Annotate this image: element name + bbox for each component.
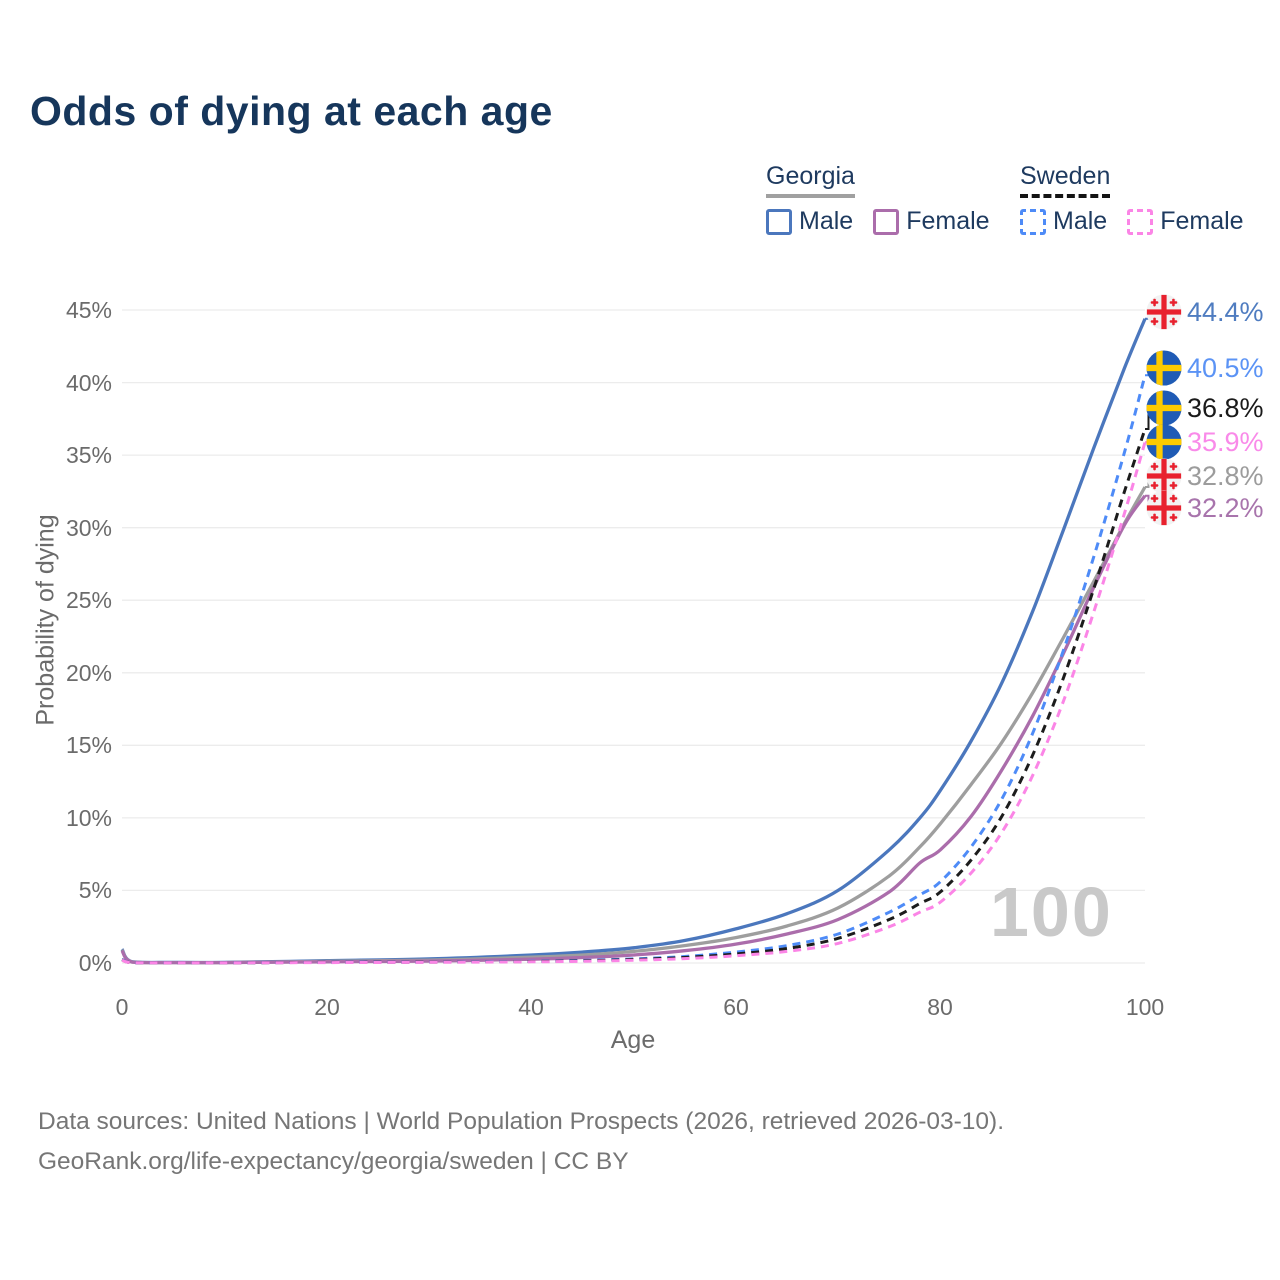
sweden-male-swatch-icon (1020, 208, 1046, 235)
line-sweden-female[interactable] (121, 441, 1147, 965)
x-tick-label: 40 (518, 994, 544, 1020)
y-tick-label: 30% (65, 515, 112, 541)
end-label-georgia-female: 32.2% (1146, 490, 1264, 526)
legend-label-sweden-female: Female (1160, 207, 1244, 235)
end-label-sweden-male: 40.5% (1146, 350, 1264, 386)
legend-item-sweden-male[interactable]: Male (1020, 207, 1107, 236)
sweden-flag-icon (1146, 424, 1182, 460)
y-tick-label: 45% (65, 297, 112, 323)
legend-label-georgia-male: Male (799, 207, 854, 235)
y-tick-label: 40% (65, 370, 112, 396)
georgia-flag-icon (1146, 458, 1182, 494)
line-georgia-male[interactable] (120, 318, 1147, 965)
y-tick-label: 15% (65, 732, 112, 758)
end-label-value-georgia-male: 44.4% (1187, 296, 1264, 327)
end-label-value-sweden-female: 35.9% (1187, 426, 1264, 457)
legend-item-georgia-male[interactable]: Male (766, 207, 853, 236)
x-tick-label: 80 (927, 994, 953, 1020)
legend-label-georgia-female: Female (906, 207, 990, 235)
sweden-flag-icon (1146, 350, 1182, 386)
y-tick-label: 10% (65, 805, 112, 831)
legend-item-georgia-female[interactable]: Female (873, 207, 990, 236)
x-tick-label: 20 (314, 994, 340, 1020)
end-label-value-georgia-female: 32.2% (1187, 492, 1264, 523)
sweden-flag-icon (1146, 390, 1182, 426)
legend-label-sweden-male: Male (1053, 207, 1108, 235)
legend-group-sweden: Sweden Male Female (1020, 162, 1244, 236)
legend-row-sweden: Male Female (1020, 207, 1244, 236)
legend-header-georgia[interactable]: Georgia (766, 162, 855, 198)
end-label-georgia-male: 44.4% (1146, 294, 1264, 330)
georgia-flag-icon (1146, 490, 1182, 526)
attribution-line: GeoRank.org/life-expectancy/georgia/swed… (38, 1147, 629, 1175)
y-axis-title: Probability of dying (31, 514, 60, 726)
x-tick-label: 0 (115, 994, 129, 1020)
georgia-flag-icon (1146, 294, 1182, 330)
legend-row-georgia: Male Female (766, 207, 990, 236)
hovered-age-watermark: 100 (990, 873, 1113, 951)
y-tick-label: 0% (78, 950, 112, 976)
sweden-female-swatch-icon (1127, 208, 1154, 235)
legend-group-georgia: Georgia Male Female (766, 162, 990, 236)
legend-header-sweden[interactable]: Sweden (1020, 162, 1111, 198)
end-label-value-sweden-all: 36.8% (1187, 392, 1264, 423)
end-label-value-georgia-all: 32.8% (1187, 460, 1264, 491)
y-tick-label: 20% (65, 660, 112, 686)
end-label-value-sweden-male: 40.5% (1187, 352, 1264, 383)
end-label-georgia-all: 32.8% (1146, 458, 1264, 494)
page-title: Odds of dying at each age (30, 88, 553, 134)
data-source-line: Data sources: United Nations | World Pop… (38, 1108, 1005, 1135)
legend-item-sweden-female[interactable]: Female (1127, 207, 1244, 236)
y-tick-label: 35% (65, 442, 112, 468)
end-label-sweden-all: 36.8% (1146, 390, 1264, 426)
y-tick-label: 25% (65, 587, 112, 613)
x-tick-label: 100 (1125, 994, 1165, 1020)
georgia-female-swatch-icon (873, 208, 900, 235)
x-axis-title: Age (610, 1026, 656, 1054)
end-label-sweden-female: 35.9% (1146, 424, 1264, 460)
georgia-male-swatch-icon (766, 208, 792, 235)
x-tick-label: 60 (723, 994, 749, 1020)
y-tick-label: 5% (78, 877, 112, 903)
footer: Data sources: United Nations | World Pop… (38, 1102, 1004, 1181)
